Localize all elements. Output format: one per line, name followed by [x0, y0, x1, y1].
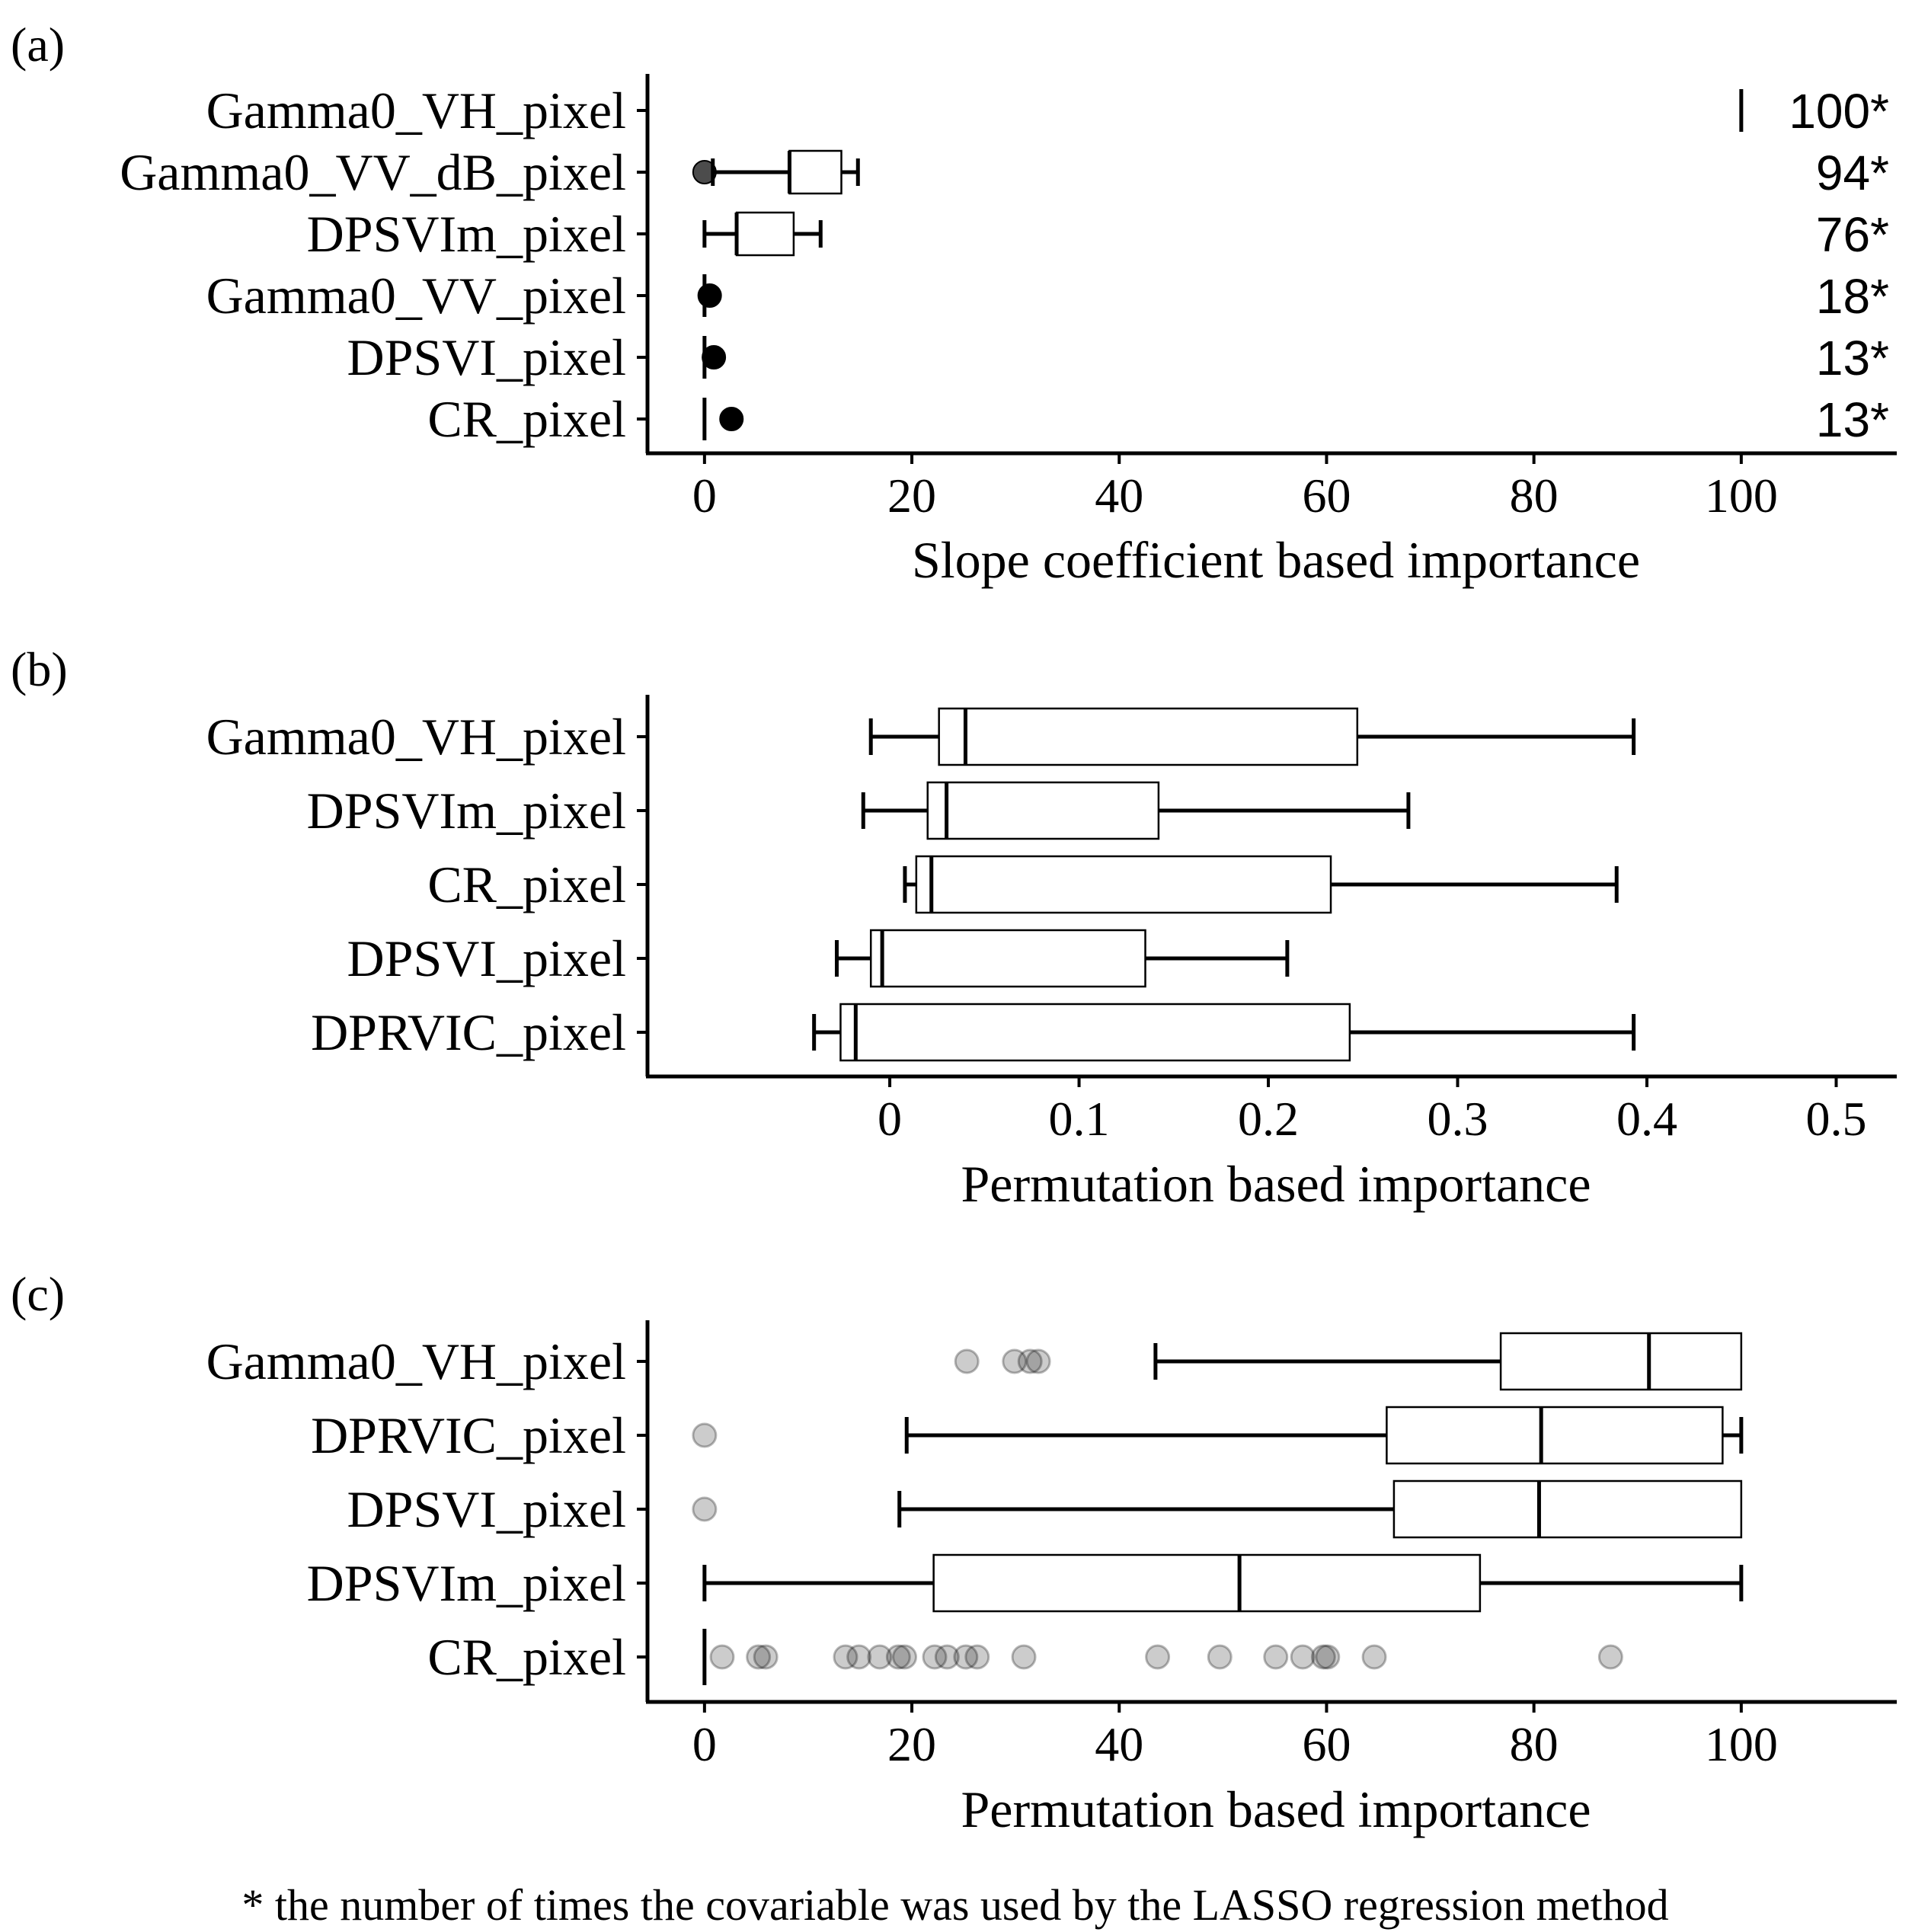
panel-a: (a) 0 20 40 60 80 100 Slope coefficient based i…: [11, 18, 1897, 589]
category-label: CR_pixel: [427, 390, 626, 448]
category-label: DPSVIm_pixel: [307, 205, 626, 263]
outlier-point: [1207, 1644, 1233, 1670]
outlier-point: [692, 160, 717, 184]
category-label: Gamma0_VV_pixel: [206, 267, 626, 325]
outlier-point: [954, 1348, 980, 1374]
outlier-point: [934, 1644, 960, 1670]
outlier-point: [1597, 1644, 1623, 1670]
panel-label: (c): [11, 1267, 65, 1321]
outlier-point: [1002, 1348, 1028, 1374]
category-label: DPSVI_pixel: [347, 929, 626, 987]
category-label: DPSVIm_pixel: [307, 1554, 626, 1612]
box: [839, 1003, 1351, 1062]
outlier-point: [1017, 1348, 1043, 1374]
box: [1392, 1479, 1743, 1539]
box: [932, 1553, 1482, 1613]
category-label: Gamma0_VH_pixel: [206, 1332, 626, 1390]
outlier-point: [709, 1644, 735, 1670]
outlier-point: [1025, 1348, 1051, 1374]
x-tick-label: 0.3: [1428, 1092, 1488, 1146]
panel-label: (b): [11, 642, 68, 696]
x-tick-label: 0.4: [1616, 1092, 1677, 1146]
outlier-point: [692, 1422, 718, 1448]
outlier-point: [753, 1644, 779, 1670]
x-tick-label: 0: [878, 1092, 902, 1146]
count-label: 13*: [1816, 392, 1889, 447]
category-label: DPRVIC_pixel: [311, 1406, 626, 1464]
outlier-point: [867, 1644, 893, 1670]
outlier-point: [833, 1644, 858, 1670]
category-label: DPSVIm_pixel: [307, 782, 626, 840]
panel-label: (a): [11, 18, 65, 72]
x-tick-label: 80: [1510, 1717, 1559, 1771]
outlier-point: [1145, 1644, 1171, 1670]
outlier-point: [1011, 1644, 1037, 1670]
category-label: CR_pixel: [427, 1628, 626, 1686]
x-tick-label: 0.5: [1805, 1092, 1866, 1146]
outlier-point: [692, 1496, 718, 1522]
count-label: 76*: [1816, 207, 1889, 262]
box: [915, 855, 1332, 914]
x-axis-title: Slope coefficient based importance: [912, 531, 1640, 589]
category-label: DPSVI_pixel: [347, 328, 626, 386]
x-tick-label: 100: [1705, 1717, 1778, 1771]
box: [926, 781, 1160, 840]
box: [1499, 1332, 1743, 1391]
x-tick-label: 40: [1095, 1717, 1143, 1771]
count-label: 13*: [1816, 331, 1889, 385]
x-tick-label: 100: [1705, 469, 1778, 523]
category-label: Gamma0_VH_pixel: [206, 708, 626, 766]
x-tick-label: 0: [692, 469, 717, 523]
box: [788, 149, 842, 195]
x-tick-label: 20: [887, 469, 936, 523]
outlier-point: [1290, 1644, 1316, 1670]
outlier-point: [1263, 1644, 1289, 1670]
x-tick-label: 20: [887, 1717, 936, 1771]
outlier-point: [1310, 1644, 1336, 1670]
x-axis-title: Permutation based importance: [961, 1780, 1591, 1838]
x-tick-label: 60: [1302, 469, 1351, 523]
count-label: 100*: [1789, 84, 1889, 139]
outlier-point: [702, 345, 727, 369]
outlier-point: [964, 1644, 990, 1670]
x-tick-label: 0.1: [1049, 1092, 1110, 1146]
panel-b: (b) 0 0.1 0.2 0.3 0.4 0.5 Permutation based imp…: [11, 642, 1897, 1213]
outlier-point: [697, 283, 722, 308]
x-axis-title: Permutation based importance: [961, 1155, 1591, 1213]
outlier-point: [1361, 1644, 1387, 1670]
category-label: Gamma0_VV_dB_pixel: [120, 143, 626, 201]
outlier-point: [719, 407, 744, 431]
category-label: DPRVIC_pixel: [311, 1003, 626, 1061]
outlier-point: [846, 1644, 872, 1670]
outlier-point: [746, 1644, 772, 1670]
outlier-point: [885, 1644, 911, 1670]
category-label: DPSVI_pixel: [347, 1480, 626, 1538]
x-tick-label: 60: [1302, 1717, 1351, 1771]
box: [735, 211, 795, 257]
panel-c: (c) 0 20 40 60 80 100 Permutation based importa…: [11, 1267, 1897, 1838]
x-tick-label: 40: [1095, 469, 1143, 523]
outlier-point: [892, 1644, 918, 1670]
count-label: 18*: [1816, 269, 1889, 324]
x-tick-label: 0.2: [1238, 1092, 1299, 1146]
x-tick-label: 0: [692, 1717, 717, 1771]
category-label: CR_pixel: [427, 856, 626, 913]
box: [1386, 1406, 1724, 1465]
box: [869, 929, 1146, 988]
category-label: Gamma0_VH_pixel: [206, 82, 626, 139]
footnote: * the number of times the covariable was…: [241, 1880, 1668, 1930]
x-tick-label: 80: [1510, 469, 1559, 523]
outlier-point: [1315, 1644, 1341, 1670]
outlier-point: [953, 1644, 979, 1670]
box: [938, 707, 1359, 766]
count-label: 94*: [1816, 146, 1889, 200]
outlier-point: [922, 1644, 948, 1670]
